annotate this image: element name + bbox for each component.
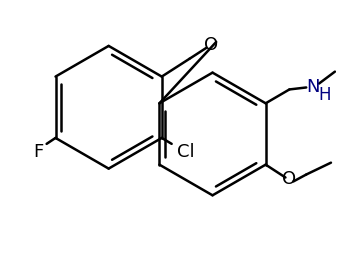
Text: F: F bbox=[33, 143, 44, 161]
Text: Cl: Cl bbox=[177, 143, 194, 161]
Text: O: O bbox=[204, 36, 218, 54]
Text: O: O bbox=[282, 171, 296, 188]
Text: H: H bbox=[319, 86, 331, 104]
Text: N: N bbox=[307, 78, 320, 96]
